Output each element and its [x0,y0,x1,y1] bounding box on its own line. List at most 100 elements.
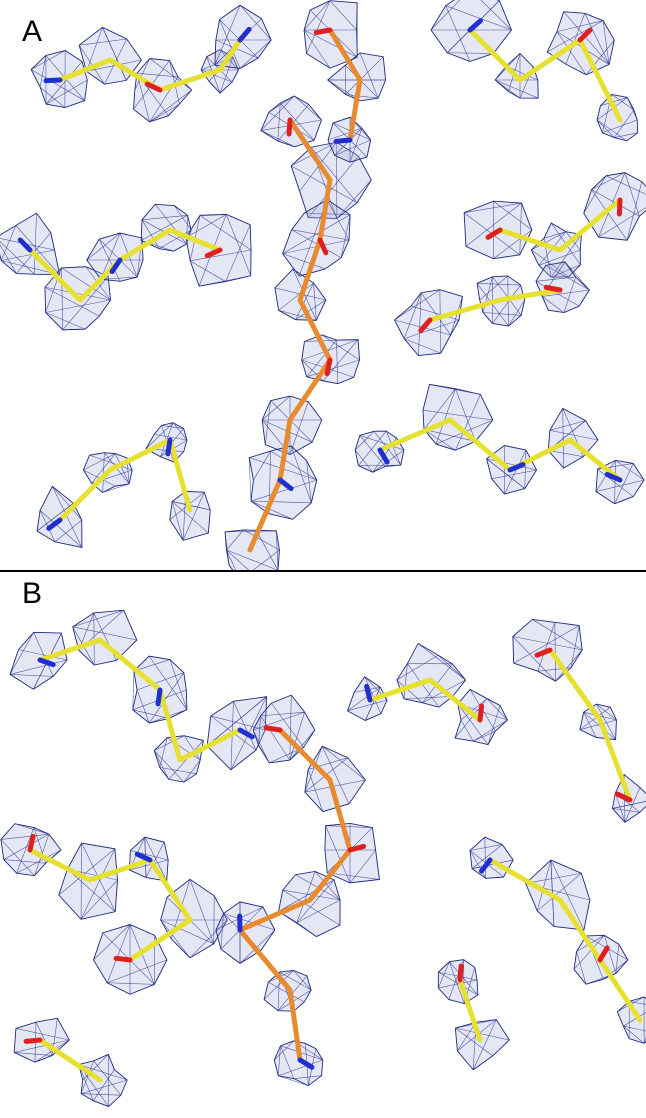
atom-bond [418,317,433,334]
mesh-line [35,1022,53,1056]
mesh-line [301,339,359,361]
residue-sticks [457,977,483,1043]
mesh-line [535,281,580,307]
mesh-line [435,388,456,445]
mesh-line [278,282,314,311]
mesh-line [325,825,351,883]
mesh-line [385,430,402,466]
mesh-line [153,750,170,780]
mesh-line [372,827,380,880]
mesh-line [295,282,314,320]
mesh-line [78,1064,94,1101]
mesh-line [614,463,634,504]
mesh-line [340,214,351,258]
atom-bond [324,357,333,377]
residue-sticks [237,727,353,1063]
mesh-line [535,281,549,311]
mesh-line [278,1075,309,1086]
mesh-line [10,674,54,677]
mesh-line [86,59,142,72]
mesh-line [280,1045,295,1079]
atom-bond [364,683,373,703]
mesh-line [423,429,476,442]
mesh-line [513,625,580,664]
mesh-line [33,632,54,677]
mesh-line [261,395,291,421]
mesh-line [160,919,191,959]
mesh-line [437,961,450,989]
mesh-line [600,97,628,107]
atom-bond [237,26,252,43]
mesh-line [564,261,590,291]
mesh-line [306,339,337,378]
mesh-line [149,58,192,91]
mesh-line [536,859,552,912]
mesh-line [289,695,292,761]
mesh-line [263,970,294,1000]
residue-sticks [487,857,643,1023]
mesh-line [239,929,276,964]
mesh-line [584,13,610,65]
mesh-line [132,671,135,710]
mesh-line [133,659,170,672]
mesh-line [172,501,209,534]
mesh-line [321,334,360,361]
mesh-line [439,289,442,354]
mesh-line [15,225,60,276]
mesh-line [585,39,615,75]
mesh-line [460,719,474,742]
mesh-line [100,233,121,280]
density-map [0,0,646,570]
mesh-line [455,394,481,451]
mesh-line [252,729,270,764]
mesh-line [469,850,487,879]
mesh-line [556,20,604,32]
mesh-line [270,450,317,481]
mesh-line [136,689,150,724]
mesh-line [80,879,118,920]
mesh-line [253,450,271,481]
mesh-line [423,388,456,430]
mesh-line [457,1022,477,1052]
mesh-line [486,698,508,721]
atom-bond [457,963,464,983]
density-mesh [278,871,341,938]
mesh-line [136,672,184,691]
mesh-line [583,712,597,738]
mesh-line [268,981,305,1003]
mesh-line [253,711,305,731]
mesh-line [327,872,380,880]
mesh-line [183,759,201,783]
mesh-line [0,839,35,876]
mesh-line [277,103,281,142]
mesh-line [296,879,335,923]
mesh-line [145,422,174,449]
mesh-line [563,11,610,65]
mesh-line [214,5,241,66]
atom-bond [467,18,484,33]
atom-bond [263,725,283,733]
mesh-line [33,213,37,275]
mesh-line [14,1039,70,1053]
residue-sticks [37,1037,103,1083]
mesh-line [62,276,109,331]
mesh-line [52,486,82,521]
mesh-line [596,703,616,740]
density-mesh [616,996,646,1044]
mesh-line [61,267,111,301]
atom-bond [204,247,223,259]
mesh-line [3,859,46,864]
mesh-line [256,530,279,570]
mesh-line [538,249,581,266]
mesh-line [233,701,257,751]
mesh-line [573,935,605,970]
atom-bond [347,843,367,853]
mesh-line [404,319,460,340]
atom-bond [23,1037,43,1044]
mesh-line [614,460,616,504]
mesh-line [547,20,604,53]
mesh-line [225,224,251,282]
mesh-line [39,55,47,88]
residue-sticks [367,677,483,723]
mesh-line [492,284,521,324]
